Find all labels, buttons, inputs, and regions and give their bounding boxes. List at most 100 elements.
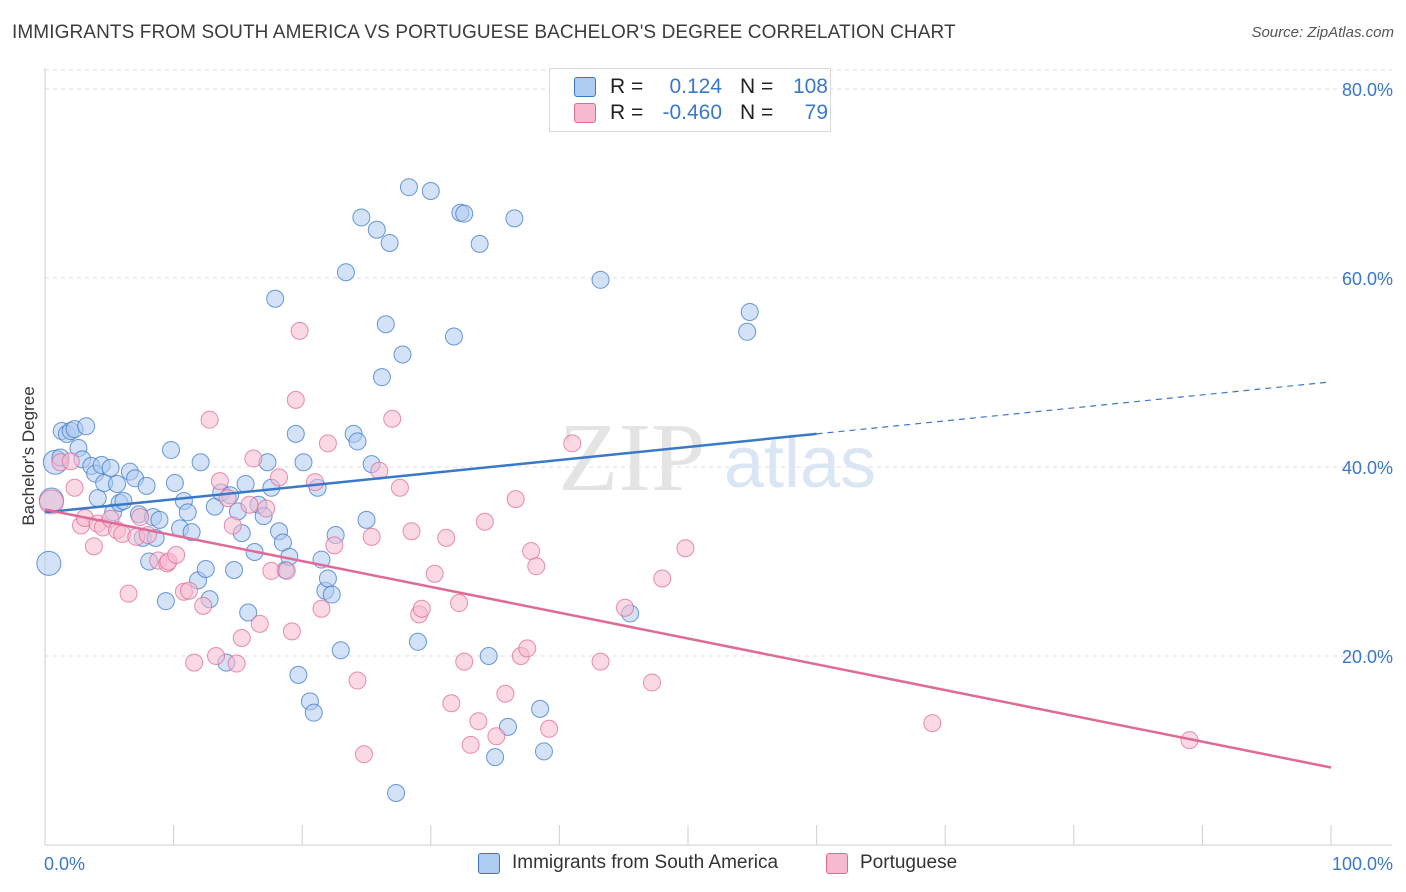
x-tick-label: 0.0% — [44, 854, 85, 874]
legend-row-pink: R = -0.460 N = 79 — [574, 100, 828, 126]
legend-label-immigrants: Immigrants from South America — [512, 852, 779, 873]
point-immigrants — [196, 560, 215, 579]
point-immigrants — [108, 474, 127, 493]
point-portuguese — [185, 653, 204, 672]
point-portuguese — [210, 472, 229, 491]
point-portuguese — [461, 735, 480, 754]
watermark: ZIP atlas — [559, 404, 877, 512]
y-tick-label: 60.0% — [1342, 269, 1393, 289]
point-immigrants — [289, 665, 308, 684]
point-portuguese — [540, 719, 559, 738]
point-portuguese — [923, 714, 942, 733]
point-immigrants — [740, 302, 759, 321]
point-immigrants — [114, 491, 133, 510]
point-immigrants — [505, 209, 524, 228]
x-tick-label: 100.0% — [1332, 854, 1393, 874]
point-portuguese — [232, 629, 251, 648]
point-portuguese — [277, 561, 296, 580]
point-immigrants — [376, 315, 395, 334]
legend-label-portuguese: Portuguese — [860, 852, 958, 873]
point-immigrants — [239, 603, 258, 622]
point-portuguese — [348, 671, 367, 690]
point-portuguese — [318, 434, 337, 453]
point-portuguese — [270, 468, 289, 487]
tick-labels: 20.0% 40.0% 60.0% 80.0% 0.0% 100.0% — [44, 80, 1393, 874]
point-immigrants — [162, 440, 181, 459]
legend-n-value: 79 — [804, 101, 828, 124]
point-portuguese — [244, 449, 263, 468]
point-immigrants — [421, 181, 440, 200]
point-immigrants — [304, 703, 323, 722]
point-portuguese — [180, 581, 199, 600]
point-portuguese — [412, 599, 431, 618]
point-portuguese — [676, 539, 695, 558]
point-immigrants — [236, 474, 255, 493]
point-portuguese — [207, 646, 226, 665]
point-portuguese — [325, 536, 344, 555]
point-portuguese — [402, 522, 421, 541]
point-portuguese — [469, 712, 488, 731]
point-immigrants — [318, 569, 337, 588]
point-immigrants — [156, 592, 175, 611]
point-portuguese — [496, 684, 515, 703]
legend-swatch-blue — [478, 852, 500, 874]
point-portuguese — [653, 569, 672, 588]
point-portuguese — [200, 410, 219, 429]
point-immigrants — [367, 220, 386, 239]
legend-item-portuguese: Portuguese — [826, 852, 957, 874]
point-immigrants — [470, 234, 489, 253]
point-immigrants — [88, 489, 107, 508]
point-portuguese — [362, 527, 381, 546]
point-immigrants — [455, 204, 474, 223]
point-immigrants — [150, 510, 169, 529]
point-immigrants — [101, 458, 120, 477]
point-portuguese — [615, 598, 634, 617]
point-portuguese — [527, 557, 546, 576]
point-immigrants — [534, 742, 553, 761]
point-portuguese — [257, 499, 276, 518]
legend-swatch-pink — [826, 852, 848, 874]
trend-line-portuguese — [44, 508, 1332, 769]
point-portuguese — [61, 452, 80, 471]
correlation-legend: R = 0.124 N = 108 R = -0.460 N = 79 — [549, 68, 831, 132]
legend-n-label: N = — [740, 75, 774, 98]
point-portuguese — [354, 745, 373, 764]
point-portuguese — [518, 639, 537, 658]
point-portuguese — [591, 652, 610, 671]
point-portuguese — [455, 652, 474, 671]
point-immigrants — [182, 523, 201, 542]
trend-lines — [44, 381, 1332, 769]
point-portuguese — [38, 489, 64, 515]
legend-item-immigrants: Immigrants from South America — [478, 852, 778, 874]
point-portuguese — [84, 537, 103, 556]
point-portuguese — [282, 622, 301, 641]
y-tick-label: 40.0% — [1342, 458, 1393, 478]
point-immigrants — [393, 345, 412, 364]
point-immigrants — [348, 432, 367, 451]
point-immigrants — [531, 699, 550, 718]
point-immigrants — [372, 368, 391, 387]
point-immigrants — [486, 748, 505, 767]
legend-row-blue: R = 0.124 N = 108 — [574, 74, 828, 100]
legend-swatch-blue — [574, 77, 596, 97]
legend-n-value: 108 — [792, 75, 828, 98]
trend-line-immigrants-extension — [816, 381, 1332, 435]
point-portuguese — [506, 490, 525, 509]
point-portuguese — [425, 564, 444, 583]
point-immigrants — [380, 233, 399, 252]
point-portuguese — [131, 508, 150, 527]
point-immigrants — [444, 327, 463, 346]
legend-r-label: R = — [610, 101, 644, 124]
point-immigrants — [738, 322, 757, 341]
point-portuguese — [227, 654, 246, 673]
point-immigrants — [294, 453, 313, 472]
point-immigrants — [399, 178, 418, 197]
data-points — [36, 178, 1199, 803]
y-tick-label: 80.0% — [1342, 80, 1393, 100]
point-portuguese — [167, 545, 186, 564]
point-immigrants — [322, 585, 341, 604]
point-portuguese — [642, 673, 661, 692]
point-immigrants — [286, 424, 305, 443]
point-portuguese — [223, 516, 242, 535]
